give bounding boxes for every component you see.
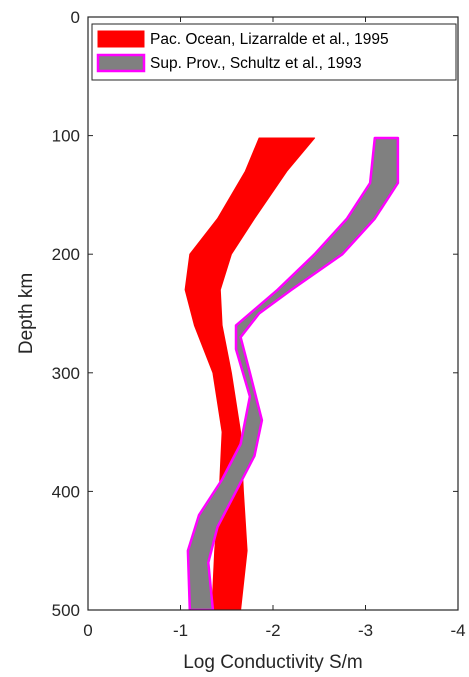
y-tick-label: 0 xyxy=(71,8,80,27)
x-tick-label: -3 xyxy=(358,621,373,640)
axes-box xyxy=(87,16,459,611)
legend-label-1: Pac. Ocean, Lizarralde et al., 1995 xyxy=(150,31,389,48)
legend-box xyxy=(91,23,457,81)
y-tick-label: 400 xyxy=(52,482,80,501)
y-tick-label: 100 xyxy=(52,127,80,146)
x-axis-title: Log Conductivity S/m xyxy=(183,652,363,673)
legend-label-2: Sup. Prov., Schultz et al., 1993 xyxy=(150,55,362,72)
x-tick-label: -2 xyxy=(265,621,280,640)
legend-swatch-1 xyxy=(97,30,145,48)
series-band-2 xyxy=(186,136,400,610)
y-tick-label: 500 xyxy=(52,601,80,620)
x-tick-label: -4 xyxy=(450,621,465,640)
legend: Pac. Ocean, Lizarralde et al., 1995 Sup. … xyxy=(91,23,457,81)
plot-area xyxy=(184,136,400,610)
x-tick-label: -1 xyxy=(173,621,188,640)
bands xyxy=(184,136,400,610)
axes: 0 -1 -2 -3 -4 0 100 200 300 400 500 Log Conductivit… xyxy=(16,8,466,673)
y-tick-label: 300 xyxy=(52,364,80,383)
legend-swatch-2 xyxy=(96,53,146,73)
x-tick-label: 0 xyxy=(83,621,92,640)
y-axis-title: Depth km xyxy=(16,273,37,354)
y-tick-label: 200 xyxy=(52,245,80,264)
series-band-1 xyxy=(184,137,316,610)
